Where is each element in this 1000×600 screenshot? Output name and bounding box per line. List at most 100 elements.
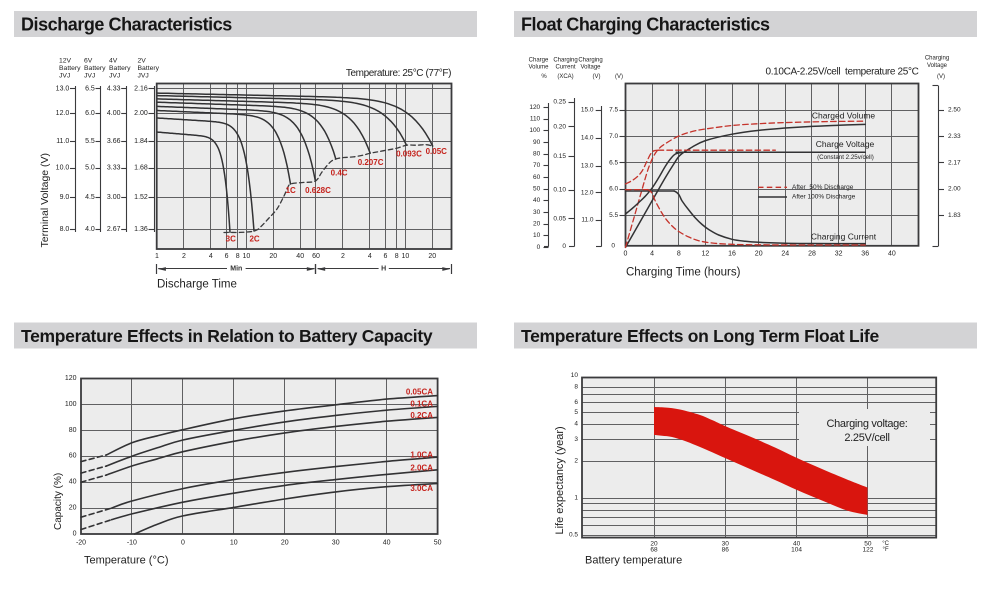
svg-text:Battery: Battery — [138, 65, 160, 72]
svg-text:(V): (V) — [937, 74, 945, 80]
svg-text:Discharge Characteristics: Discharge Characteristics — [21, 15, 232, 35]
svg-text:7.0: 7.0 — [609, 133, 618, 140]
svg-text:-10: -10 — [127, 540, 137, 547]
svg-text:2.16: 2.16 — [134, 86, 148, 93]
svg-text:40: 40 — [69, 479, 77, 486]
svg-text:Capacity (%): Capacity (%) — [53, 473, 64, 530]
svg-text:1.0CA: 1.0CA — [410, 451, 433, 460]
svg-text:1.52: 1.52 — [134, 194, 148, 201]
svg-text:5.0: 5.0 — [85, 165, 95, 172]
svg-text:6.5: 6.5 — [609, 159, 618, 166]
svg-text:2.00: 2.00 — [134, 110, 148, 117]
svg-text:0.05C: 0.05C — [426, 147, 448, 156]
svg-text:0.10: 0.10 — [553, 187, 566, 194]
svg-text:2V: 2V — [138, 58, 147, 65]
svg-text:3: 3 — [574, 436, 578, 443]
svg-text:(V): (V) — [615, 74, 623, 80]
svg-text:6.0: 6.0 — [85, 110, 95, 117]
svg-text:Battery: Battery — [109, 65, 131, 72]
svg-text:2: 2 — [341, 253, 345, 260]
svg-text:Battery temperature: Battery temperature — [585, 555, 682, 567]
svg-text:90: 90 — [533, 139, 541, 146]
svg-text:10: 10 — [571, 372, 579, 379]
svg-text:0.5: 0.5 — [569, 532, 578, 539]
svg-text:(V): (V) — [593, 74, 601, 80]
svg-text:(Constant 2.25v/cell): (Constant 2.25v/cell) — [817, 154, 874, 161]
svg-text:3.0CA: 3.0CA — [410, 484, 433, 493]
svg-text:JVJ: JVJ — [138, 73, 149, 80]
svg-text:2.33: 2.33 — [948, 133, 961, 140]
svg-text:Terminal Voltage (V): Terminal Voltage (V) — [39, 153, 51, 248]
svg-text:20: 20 — [533, 221, 541, 228]
svg-text:Charging: Charging — [578, 58, 602, 64]
svg-text:80: 80 — [69, 427, 77, 434]
svg-text:60: 60 — [69, 453, 77, 460]
svg-text:JVJ: JVJ — [84, 73, 95, 80]
svg-text:4.00: 4.00 — [107, 110, 121, 117]
svg-text:0.10CA-2.25V/cell temperature: 0.10CA-2.25V/cell temperature 25°C — [766, 67, 919, 78]
svg-text:0: 0 — [611, 243, 615, 250]
svg-text:6: 6 — [574, 399, 578, 406]
svg-text:10: 10 — [402, 253, 410, 260]
svg-text:13.0: 13.0 — [581, 163, 594, 170]
svg-text:1: 1 — [574, 495, 578, 502]
svg-text:Current: Current — [555, 65, 575, 71]
svg-text:12.0: 12.0 — [581, 190, 594, 197]
svg-text:Charging Time (hours): Charging Time (hours) — [626, 267, 741, 279]
svg-text:0.207C: 0.207C — [358, 158, 384, 167]
svg-text:86: 86 — [722, 547, 730, 554]
svg-text:50: 50 — [864, 541, 872, 548]
svg-text:20: 20 — [269, 253, 277, 260]
svg-text:50: 50 — [533, 186, 541, 193]
svg-text:0.1CA: 0.1CA — [410, 400, 433, 409]
svg-text:15.0: 15.0 — [581, 107, 594, 114]
svg-text:10: 10 — [230, 540, 238, 547]
svg-text:36: 36 — [861, 250, 869, 257]
svg-text:8: 8 — [395, 253, 399, 260]
svg-text:80: 80 — [533, 151, 541, 158]
svg-text:After 100% Discharge: After 100% Discharge — [792, 194, 856, 201]
svg-text:68: 68 — [650, 547, 658, 554]
svg-text:6: 6 — [225, 253, 229, 260]
svg-text:0.20: 0.20 — [553, 124, 566, 131]
svg-text:-20: -20 — [76, 540, 86, 547]
svg-text:20: 20 — [755, 250, 763, 257]
svg-text:1.83: 1.83 — [948, 212, 961, 219]
svg-text:Charge Voltage: Charge Voltage — [816, 139, 875, 149]
svg-text:Temperature Effects on Long Te: Temperature Effects on Long Term Float L… — [521, 326, 879, 346]
svg-text:JVJ: JVJ — [109, 73, 120, 80]
svg-text:104: 104 — [791, 547, 802, 554]
svg-text:3C: 3C — [226, 235, 236, 244]
svg-text:0.25: 0.25 — [553, 99, 566, 106]
svg-text:0.05CA: 0.05CA — [406, 388, 433, 397]
svg-text:1: 1 — [155, 253, 159, 260]
svg-text:Charge: Charge — [529, 58, 549, 64]
svg-text:2.00: 2.00 — [948, 186, 961, 193]
svg-text:60: 60 — [312, 253, 320, 260]
svg-text:10.0: 10.0 — [56, 165, 70, 172]
svg-text:100: 100 — [65, 401, 77, 408]
svg-text:12V: 12V — [59, 58, 72, 65]
svg-text:3.33: 3.33 — [107, 165, 121, 172]
svg-text:40: 40 — [533, 197, 541, 204]
svg-text:0: 0 — [537, 244, 541, 251]
svg-text:40: 40 — [793, 541, 801, 548]
svg-text:32: 32 — [835, 250, 843, 257]
svg-text:2.67: 2.67 — [107, 226, 121, 233]
svg-text:7.5: 7.5 — [609, 107, 618, 114]
svg-text:2.50: 2.50 — [948, 107, 961, 114]
svg-text:After 50% Discharge: After 50% Discharge — [792, 184, 854, 191]
svg-text:Charging voltage:: Charging voltage: — [826, 418, 907, 430]
svg-text:1.68: 1.68 — [134, 165, 148, 172]
svg-text:13.0: 13.0 — [56, 86, 70, 93]
svg-text:2: 2 — [574, 458, 578, 465]
svg-text:4V: 4V — [109, 58, 118, 65]
svg-text:20: 20 — [281, 540, 289, 547]
svg-text:4: 4 — [650, 250, 654, 257]
svg-text:11.0: 11.0 — [56, 138, 69, 145]
svg-text:28: 28 — [808, 250, 816, 257]
svg-text:30: 30 — [722, 541, 730, 548]
svg-text:0: 0 — [624, 250, 628, 257]
svg-text:°C: °C — [882, 541, 889, 547]
svg-text:8: 8 — [677, 250, 681, 257]
